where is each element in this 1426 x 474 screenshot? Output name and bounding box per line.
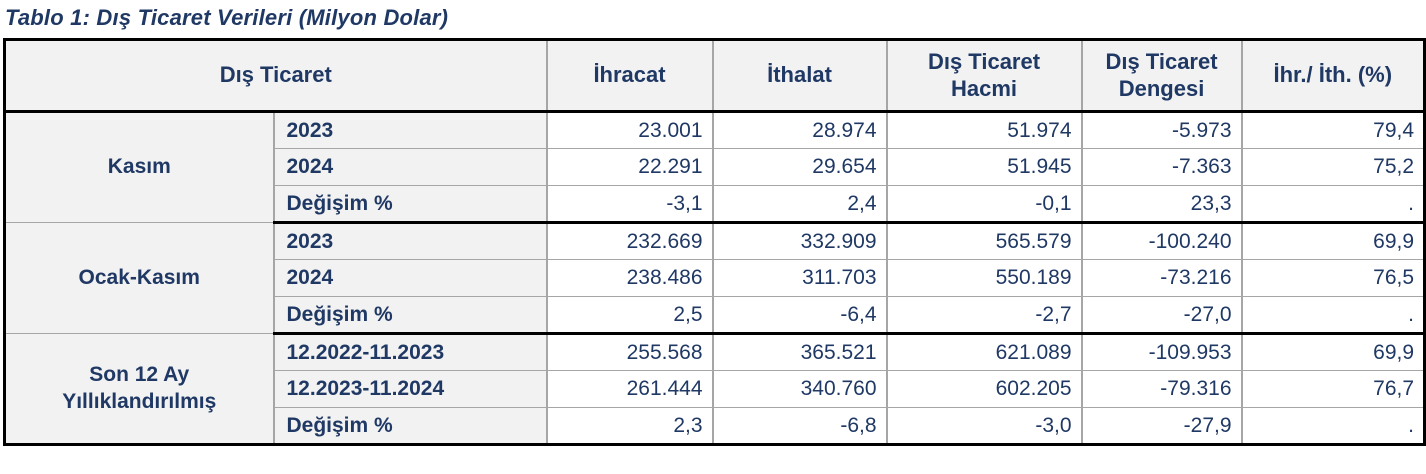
table-row: Kasım 2023 23.001 28.974 51.974 -5.973 7…: [4, 111, 1425, 223]
cell-value: -2,7: [885, 296, 1082, 335]
row-label: 2023: [272, 111, 547, 149]
cell-value: 75,2: [1240, 148, 1425, 186]
cell-value: -0,1: [885, 185, 1082, 224]
cell-value: 332.909: [711, 222, 887, 260]
cell-value: .: [1240, 185, 1425, 224]
table-row: Ocak-Kasım 2023 232.669 332.909 565.579 …: [4, 222, 1425, 334]
cell-value: 79,4: [1240, 111, 1425, 149]
cell-value: .: [1240, 296, 1425, 335]
cell-value: 238.486: [545, 259, 713, 297]
table-row: Değişim % -3,1 2,4 -0,1 23,3 .: [5, 185, 1425, 224]
cell-value: -7.363: [1080, 148, 1242, 186]
cell-value: 340.760: [711, 370, 887, 408]
cell-value: 2,4: [711, 185, 887, 224]
cell-value: 69,9: [1240, 333, 1425, 371]
cell-value: -27,0: [1080, 296, 1242, 335]
cell-value: -109.953: [1080, 333, 1242, 371]
cell-value: -6,8: [711, 407, 887, 446]
row-label: Değişim %: [272, 407, 547, 446]
cell-value: -100.240: [1080, 222, 1242, 260]
table-header: Dış Ticaret İhracat İthalat Dış Ticaret …: [4, 39, 1425, 113]
cell-value: 76,7: [1240, 370, 1425, 408]
row-label: 2024: [272, 259, 547, 297]
row-label: 2024: [272, 148, 547, 186]
cell-value: 76,5: [1240, 259, 1425, 297]
cell-value: 621.089: [885, 333, 1082, 371]
cell-value: 23,3: [1080, 185, 1242, 224]
cell-value: -79.316: [1080, 370, 1242, 408]
row-label: 12.2023-11.2024: [272, 370, 547, 408]
cell-value: .: [1240, 407, 1425, 446]
cell-value: 565.579: [885, 222, 1082, 260]
header-col-ihracat: İhracat: [545, 39, 713, 113]
table-row: 12.2023-11.2024 261.444 340.760 602.205 …: [5, 370, 1425, 408]
cell-value: 23.001: [545, 111, 713, 149]
cell-value: 232.669: [545, 222, 713, 260]
header-col-oran: İhr./ İth. (%): [1240, 39, 1425, 113]
cell-value: 51.945: [885, 148, 1082, 186]
table-row: 2024 22.291 29.654 51.945 -7.363 75,2: [5, 148, 1425, 186]
cell-value: 311.703: [711, 259, 887, 297]
cell-value: -6,4: [711, 296, 887, 335]
table-row: Son 12 Ay Yıllıklandırılmış 12.2022-11.2…: [4, 333, 1425, 445]
cell-value: -3,1: [545, 185, 713, 224]
table-title: Tablo 1: Dış Ticaret Verileri (Milyon Do…: [5, 5, 449, 30]
cell-value: 2,3: [545, 407, 713, 446]
cell-value: -5.973: [1080, 111, 1242, 149]
cell-value: -27,9: [1080, 407, 1242, 446]
cell-value: 69,9: [1240, 222, 1425, 260]
cell-value: 2,5: [545, 296, 713, 335]
cell-value: 602.205: [885, 370, 1082, 408]
section-label-ocak-kasim: Ocak-Kasım: [4, 222, 274, 334]
section-label-son-12-ay: Son 12 Ay Yıllıklandırılmış: [4, 333, 274, 445]
cell-value: -3,0: [885, 407, 1082, 446]
cell-value: 255.568: [545, 333, 713, 371]
cell-value: 550.189: [885, 259, 1082, 297]
cell-value: -73.216: [1080, 259, 1242, 297]
header-row: Dış Ticaret İhracat İthalat Dış Ticaret …: [4, 39, 1425, 113]
cell-value: 261.444: [545, 370, 713, 408]
cell-value: 22.291: [545, 148, 713, 186]
table-row: Değişim % 2,5 -6,4 -2,7 -27,0 .: [5, 296, 1425, 335]
header-col-ithalat: İthalat: [711, 39, 887, 113]
table-row: 2024 238.486 311.703 550.189 -73.216 76,…: [5, 259, 1425, 297]
cell-value: 365.521: [711, 333, 887, 371]
row-label: Değişim %: [272, 296, 547, 335]
cell-value: 28.974: [711, 111, 887, 149]
row-label: 12.2022-11.2023: [272, 333, 547, 371]
trade-data-table: Dış Ticaret İhracat İthalat Dış Ticaret …: [3, 38, 1426, 446]
row-label: 2023: [272, 222, 547, 260]
section-label-kasim: Kasım: [4, 111, 274, 223]
header-col-denge: Dış Ticaret Dengesi: [1080, 39, 1242, 113]
row-label: Değişim %: [272, 185, 547, 224]
header-col-hacim: Dış Ticaret Hacmi: [885, 39, 1082, 113]
table-row: Değişim % 2,3 -6,8 -3,0 -27,9 .: [5, 407, 1425, 446]
cell-value: 29.654: [711, 148, 887, 186]
header-group-dis-ticaret: Dış Ticaret: [4, 39, 547, 113]
cell-value: 51.974: [885, 111, 1082, 149]
